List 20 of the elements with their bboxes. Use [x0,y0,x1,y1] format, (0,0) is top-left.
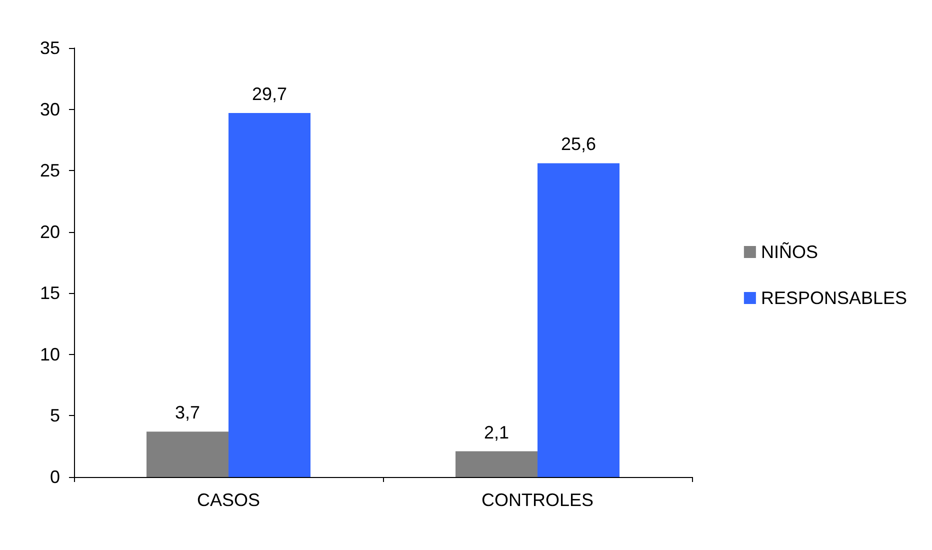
y-tick-label: 10 [40,344,60,364]
data-label: 25,6 [560,134,596,154]
bar [538,163,620,477]
legend-label: RESPONSABLES [760,288,908,308]
y-tick-label: 20 [40,222,60,242]
data-label: 29,7 [252,84,288,104]
y-tick-label: 25 [40,160,60,181]
x-tick-label: CONTROLES [481,490,594,510]
bar [228,112,310,477]
legend-label: NIÑOS [760,242,818,262]
data-label: 2,1 [484,422,510,442]
bar [146,432,228,477]
y-tick-label: 5 [50,406,60,426]
data-label: 3,7 [174,402,200,423]
y-tick-label: 35 [40,38,60,58]
y-tick-label: 30 [40,99,60,120]
x-tick-label: CASOS [196,490,260,510]
y-tick-label: 15 [40,283,60,304]
bar [456,451,538,477]
y-tick-label: 0 [50,467,60,487]
